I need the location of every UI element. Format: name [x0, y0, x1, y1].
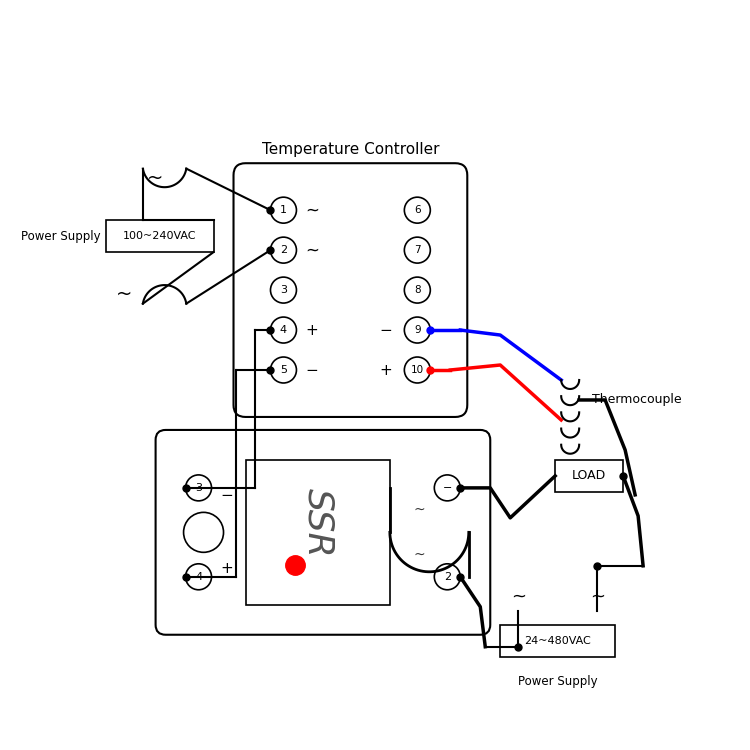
- Text: 7: 7: [414, 245, 421, 255]
- Text: −: −: [442, 483, 452, 493]
- Bar: [106, 220, 214, 252]
- Text: 2: 2: [280, 245, 287, 255]
- Text: ~: ~: [590, 588, 604, 606]
- FancyBboxPatch shape: [233, 164, 467, 417]
- Text: 24~480VAC: 24~480VAC: [524, 636, 591, 646]
- Text: Power Supply: Power Supply: [518, 675, 598, 688]
- Text: SSR: SSR: [301, 488, 335, 557]
- Text: 6: 6: [414, 206, 421, 215]
- Bar: [555, 460, 623, 492]
- Text: 9: 9: [414, 325, 421, 335]
- Text: +: +: [220, 561, 233, 576]
- Text: ~: ~: [413, 548, 425, 562]
- Text: −: −: [305, 362, 318, 377]
- Text: 5: 5: [280, 365, 287, 375]
- Text: −: −: [220, 488, 233, 503]
- Text: ~: ~: [305, 242, 320, 260]
- Text: ~: ~: [305, 201, 320, 219]
- Text: ~: ~: [116, 284, 132, 304]
- Text: +: +: [305, 322, 318, 338]
- Text: +: +: [380, 362, 392, 377]
- Text: 2: 2: [444, 572, 451, 582]
- Text: 100~240VAC: 100~240VAC: [123, 231, 196, 242]
- Text: ~: ~: [146, 169, 163, 188]
- Text: 8: 8: [414, 285, 421, 295]
- Text: 4: 4: [280, 325, 287, 335]
- Text: Power Supply: Power Supply: [21, 230, 101, 243]
- FancyBboxPatch shape: [155, 430, 491, 634]
- Text: Thermocouple: Thermocouple: [592, 394, 682, 406]
- Bar: [500, 625, 615, 657]
- Text: 10: 10: [411, 365, 424, 375]
- Text: 1: 1: [280, 206, 287, 215]
- Text: 4: 4: [195, 572, 202, 582]
- Text: ~: ~: [413, 503, 425, 517]
- Text: LOAD: LOAD: [572, 470, 606, 482]
- Text: Temperature Controller: Temperature Controller: [262, 142, 440, 158]
- Text: 3: 3: [195, 483, 202, 493]
- Text: ~: ~: [511, 588, 526, 606]
- Text: −: −: [380, 322, 392, 338]
- Text: 3: 3: [280, 285, 287, 295]
- Bar: [245, 460, 390, 604]
